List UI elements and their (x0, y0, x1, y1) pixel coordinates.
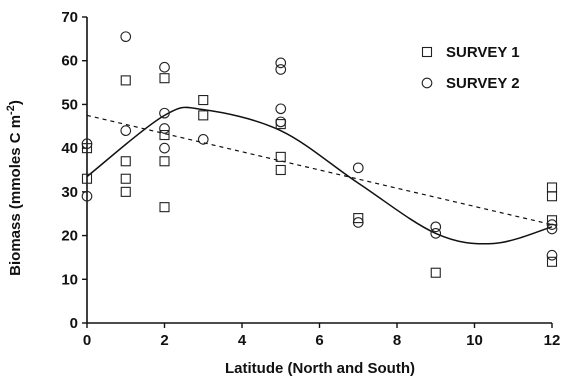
legend: SURVEY 1 SURVEY 2 (421, 44, 520, 92)
survey2-point (352, 162, 364, 174)
survey1-point (546, 215, 558, 226)
survey1-point (546, 191, 558, 202)
x-tick-label: 12 (544, 332, 561, 349)
survey1-point (430, 267, 441, 278)
survey2-point (430, 221, 442, 233)
survey1-point (546, 182, 558, 193)
survey1-point (159, 129, 170, 141)
survey2-point (546, 219, 558, 230)
y-tick-label: 20 (61, 228, 78, 245)
survey1-point (275, 164, 286, 176)
survey1-point (120, 186, 131, 197)
survey2-point (275, 103, 287, 115)
survey2-point (120, 125, 132, 137)
x-tick-label: 10 (466, 332, 483, 349)
y-tick-label: 70 (61, 9, 78, 26)
survey2-point (546, 223, 558, 235)
data-points (81, 31, 558, 278)
legend-label: SURVEY 2 (446, 75, 520, 92)
survey2-point (546, 249, 558, 261)
survey1-point (275, 151, 286, 162)
survey1-point (198, 95, 209, 106)
axis-titles: Latitude (North and South) Biomass (mmol… (5, 100, 415, 377)
survey2-point (275, 116, 287, 128)
survey1-point (159, 156, 170, 167)
survey1-point (120, 75, 131, 86)
survey1-point (120, 173, 131, 184)
survey1-point (159, 202, 170, 213)
survey2-point (430, 228, 442, 239)
x-tick-label: 2 (160, 332, 168, 349)
legend-label: SURVEY 1 (446, 44, 520, 61)
y-axis-title-main: Biomass (mmoles C m (7, 115, 24, 276)
y-tick-label: 40 (61, 140, 78, 157)
survey1-point (353, 213, 364, 224)
x-tick-label: 4 (238, 332, 247, 349)
survey1-point (120, 156, 131, 167)
survey1-point (198, 110, 209, 121)
survey2-point (159, 107, 170, 119)
axes: 0 10 20 30 40 50 60 70 0 2 4 6 8 10 12 (61, 9, 560, 349)
survey1-point (81, 143, 93, 154)
y-axis-title-superscript: -2 (5, 105, 17, 115)
survey2-point (352, 217, 364, 228)
y-axis-title: Biomass (mmoles C m-2) (5, 100, 24, 276)
survey2-point (197, 134, 209, 145)
fit-lines (86, 106, 553, 245)
survey2-point (275, 57, 287, 69)
survey1-point (546, 256, 558, 267)
survey2-point (159, 61, 170, 73)
survey2-point (81, 190, 93, 202)
survey2-point (81, 138, 93, 150)
y-tick-label: 0 (70, 315, 78, 332)
x-axis-title: Latitude (North and South) (225, 360, 415, 377)
survey1-point (159, 73, 170, 84)
x-tick-label: 8 (393, 332, 401, 349)
x-tick-label: 0 (83, 332, 91, 349)
cubic-fit-curve (86, 106, 553, 245)
survey2-point (120, 31, 132, 43)
x-tick-label: 6 (315, 332, 323, 349)
linear-fit-line (86, 114, 553, 226)
y-axis-title-close: ) (7, 100, 24, 105)
survey2-point (159, 123, 170, 134)
y-tick-label: 30 (61, 184, 78, 201)
survey1-point (81, 173, 93, 184)
survey2-point (159, 142, 170, 154)
survey2-point (275, 64, 287, 75)
y-tick-label: 50 (61, 96, 78, 113)
legend-square-marker (421, 46, 433, 58)
legend-circle-marker (421, 77, 433, 89)
y-tick-label: 10 (61, 271, 78, 288)
y-tick-label: 60 (61, 53, 78, 70)
